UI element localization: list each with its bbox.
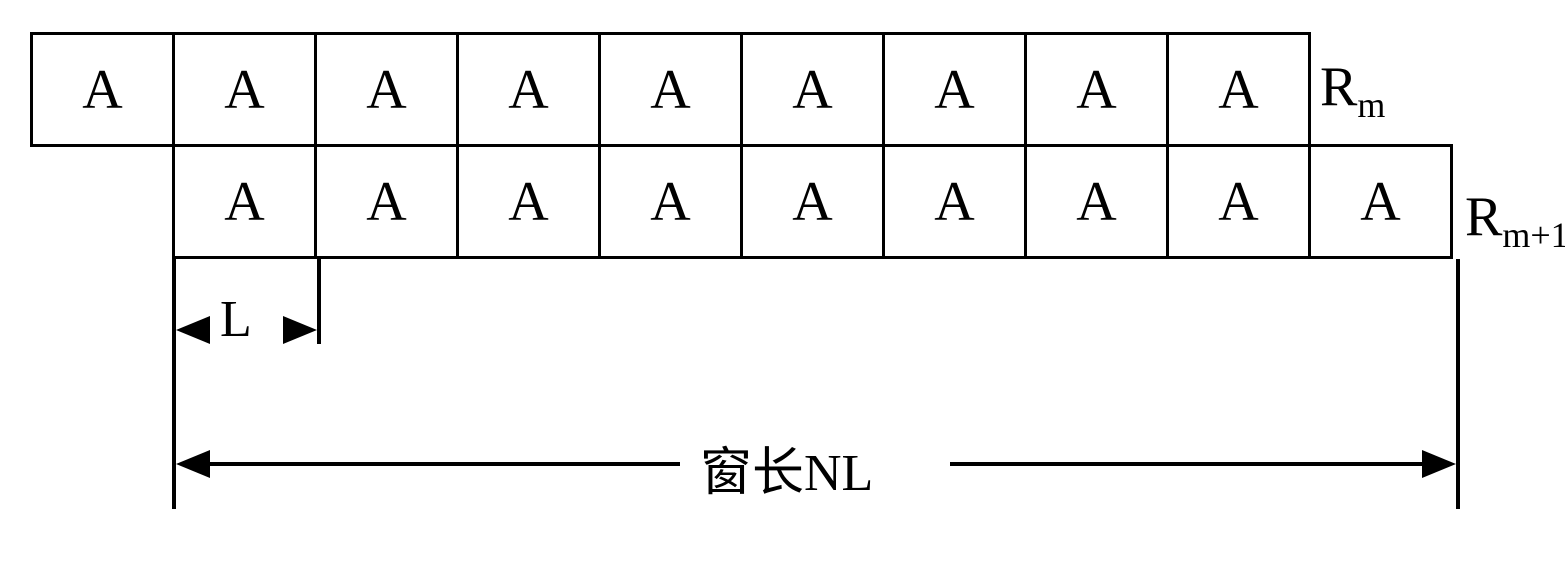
dim-nl-tick-right bbox=[1456, 259, 1460, 509]
row-rm-label-sub: m bbox=[1357, 85, 1385, 125]
cell: A bbox=[456, 144, 601, 259]
row-rm-label: Rm bbox=[1320, 55, 1385, 126]
row-rm1-label-sub: m+1 bbox=[1502, 215, 1565, 255]
cell: A bbox=[1166, 32, 1311, 147]
dim-nl-line-right bbox=[950, 462, 1426, 466]
cell: A bbox=[1308, 144, 1453, 259]
cell: A bbox=[314, 32, 459, 147]
cell: A bbox=[740, 144, 885, 259]
cell: A bbox=[882, 32, 1027, 147]
cell: A bbox=[1166, 144, 1311, 259]
cell: A bbox=[30, 32, 175, 147]
dim-l-arrow-left bbox=[176, 316, 210, 344]
dim-l-arrow-right bbox=[283, 316, 317, 344]
row-rm1-label-main: R bbox=[1465, 186, 1502, 248]
cell: A bbox=[740, 32, 885, 147]
cell: A bbox=[172, 32, 317, 147]
dim-nl-arrow-right bbox=[1422, 450, 1456, 478]
dim-l-label: L bbox=[220, 290, 252, 349]
cell: A bbox=[1024, 32, 1169, 147]
cell: A bbox=[314, 144, 459, 259]
dim-nl-label: 窗长NL bbox=[700, 430, 873, 505]
dim-nl-arrow-left bbox=[176, 450, 210, 478]
cell: A bbox=[598, 32, 743, 147]
row-rm1-label: Rm+1 bbox=[1465, 185, 1565, 256]
sliding-window-diagram: AAAAAAAAA Rm AAAAAAAAA Rm+1 L 窗长NL bbox=[20, 20, 1565, 545]
cell: A bbox=[598, 144, 743, 259]
cell: A bbox=[1024, 144, 1169, 259]
cell: A bbox=[882, 144, 1027, 259]
cell: A bbox=[172, 144, 317, 259]
row-rm-label-main: R bbox=[1320, 56, 1357, 118]
dim-l-tick-right bbox=[317, 259, 321, 344]
cell: A bbox=[456, 32, 601, 147]
dim-nl-line-left bbox=[202, 462, 680, 466]
row-rm1: AAAAAAAAA bbox=[172, 144, 1453, 259]
row-rm: AAAAAAAAA bbox=[30, 32, 1311, 147]
